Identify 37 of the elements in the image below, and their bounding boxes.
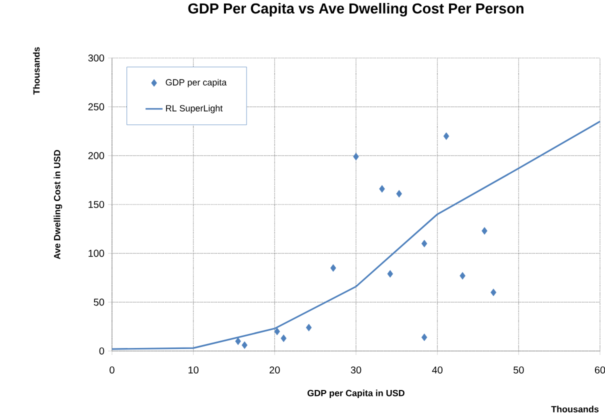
x-axis-title: GDP per Capita in USD — [308, 390, 404, 398]
point — [482, 227, 488, 235]
y-tick-label: 150 — [88, 200, 104, 208]
point — [490, 288, 496, 296]
point — [396, 190, 402, 198]
point — [421, 240, 428, 248]
point — [387, 270, 394, 278]
x-tick-label: 0 — [110, 366, 114, 374]
x-tick-label: 20 — [270, 366, 280, 374]
y-tick-label: 300 — [88, 54, 104, 62]
y-tick-label: 50 — [94, 298, 104, 306]
point — [242, 341, 248, 349]
point — [330, 264, 336, 272]
y-tick-label: 200 — [88, 152, 104, 160]
y-tick-label: 250 — [88, 103, 104, 110]
x-tick-label: 10 — [188, 366, 198, 374]
point — [379, 185, 385, 193]
point — [421, 334, 428, 342]
x-tick-label: 30 — [350, 366, 362, 374]
point — [460, 272, 466, 280]
y-tick-label: 100 — [88, 250, 104, 257]
point — [443, 132, 450, 140]
chart-title: GDP Per Capita vs Ave Dwelling Cost Per Person — [188, 2, 524, 17]
text: Thousands — [33, 47, 40, 95]
y-tick-label: 0 — [99, 347, 104, 355]
x-tick-label: 60 — [594, 366, 605, 374]
point — [353, 152, 359, 160]
legend-label: RL SuperLight — [166, 104, 223, 114]
point — [274, 328, 280, 336]
point — [280, 334, 287, 342]
legend-label: GDP per capita — [166, 78, 227, 88]
point — [306, 324, 312, 332]
x-tick-label: 50 — [514, 366, 524, 374]
point — [235, 337, 241, 346]
y-axis-title: Ave Dwelling Cost in USD — [54, 150, 62, 260]
x-tick-label: 40 — [432, 366, 442, 374]
text: Thousands — [551, 406, 599, 412]
